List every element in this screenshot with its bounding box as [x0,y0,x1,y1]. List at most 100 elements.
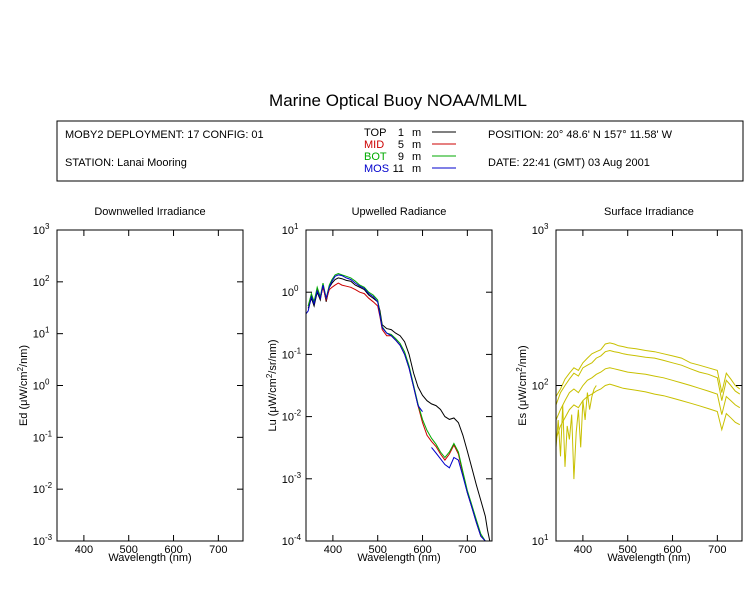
y-tick-label: 10 [33,277,45,289]
plot-frame [555,229,743,542]
series-line [556,383,741,440]
x-tick-label: 700 [708,544,726,556]
y-axis-label: Es (μW/cm2/nm) [515,345,529,425]
y-tick-exponent: -4 [294,533,302,542]
y-tick-label: 10 [282,412,294,424]
deployment-text: MOBY2 DEPLOYMENT: 17 CONFIG: 01 [65,129,264,141]
plot-frame [305,229,493,542]
station-text: STATION: Lanai Mooring [65,157,187,169]
legend-depth: 11 [393,163,404,175]
x-tick-label: 500 [120,544,138,556]
x-tick-label: 700 [458,544,476,556]
series-line [556,385,597,480]
y-tick-label: 10 [282,349,294,361]
x-tick-label: 500 [619,544,637,556]
y-tick-label: 10 [532,381,544,393]
y-tick-exponent: -3 [294,471,302,480]
y-tick-exponent: 1 [45,326,50,335]
y-tick-exponent: 0 [45,378,50,387]
y-axis-label-main: Ed (μW/cm [18,371,30,426]
legend-name: MID [364,139,384,151]
panel-title: Downwelled Irradiance [94,206,205,218]
y-tick-label: 10 [532,536,544,548]
y-tick-exponent: 2 [544,378,549,387]
series-line [307,272,490,541]
legend-depth: 5 [398,139,404,151]
y-axis-label-tail: /nm) [517,345,529,367]
series-line [307,277,491,541]
legend-name: MOS [364,163,389,175]
y-tick-exponent: 1 [544,533,549,542]
y-axis-label-sup: 2 [16,366,25,371]
y-tick-exponent: 1 [294,222,299,231]
y-axis-label-main: Lu (μW/cm [267,378,279,431]
legend-unit: m [412,163,421,175]
y-tick-exponent: 0 [294,284,299,293]
x-tick-label: 600 [164,544,182,556]
legend-unit: m [412,139,421,151]
y-axis-label: Lu (μW/cm2/sr/nm) [265,339,279,431]
legend-unit: m [412,127,421,139]
legend-item-top: TOP 1 m [364,127,456,139]
panel-title: Upwelled Radiance [352,206,447,218]
y-tick-exponent: -1 [45,429,53,438]
y-tick-label: 10 [33,432,45,444]
legend-name: TOP [364,127,386,139]
x-tick-label: 400 [574,544,592,556]
series-group [556,342,741,480]
y-tick-label: 10 [282,287,294,299]
y-tick-label: 10 [33,329,45,341]
legend-item-mos: MOS 11 m [364,163,456,175]
y-tick-exponent: 3 [45,222,50,231]
x-tick-label: 600 [663,544,681,556]
legend-item-mid: MID 5 m [364,139,456,151]
y-axis-label-tail: /nm) [18,345,30,367]
legend-unit: m [412,151,421,163]
x-axis-label: Wavelength (nm) [607,552,690,564]
y-tick-exponent: 2 [45,274,50,283]
figure-title: Marine Optical Buoy NOAA/MLML [269,91,527,110]
y-tick-exponent: -3 [45,533,53,542]
x-tick-label: 700 [209,544,227,556]
panel-title: Surface Irradiance [604,206,694,218]
plot-frame [56,229,244,542]
y-tick-exponent: 3 [544,222,549,231]
y-tick-label: 10 [282,474,294,486]
y-axis-label: Ed (μW/cm2/nm) [16,345,30,426]
y-tick-label: 10 [282,536,294,548]
series-line [306,274,423,412]
x-tick-label: 600 [413,544,431,556]
y-axis-label-tail: /sr/nm) [267,339,279,373]
x-axis-label: Wavelength (nm) [357,552,440,564]
y-tick-label: 10 [33,381,45,393]
x-tick-label: 500 [369,544,387,556]
series-line [307,282,490,541]
y-tick-exponent: -2 [294,409,302,418]
series-line [431,447,490,541]
legend-depth: 1 [398,127,404,139]
y-tick-label: 10 [532,225,544,237]
info-box [56,120,744,182]
x-axis-label: Wavelength (nm) [108,552,191,564]
series-line [556,342,741,397]
y-tick-label: 10 [282,225,294,237]
y-axis-label-sup: 2 [515,367,524,372]
legend-name: BOT [364,151,387,163]
x-tick-label: 400 [324,544,342,556]
y-axis-label-main: Es (μW/cm [517,372,529,426]
y-axis-label-sup: 2 [265,373,274,378]
legend: TOP 1 m MID 5 m BOT 9 m MOS 11 m [364,127,456,175]
legend-item-bot: BOT 9 m [364,151,456,163]
legend-depth: 9 [398,151,404,163]
series-group [306,272,491,541]
position-text: POSITION: 20° 48.6' N 157° 11.58' W [488,129,673,141]
y-tick-label: 10 [33,536,45,548]
x-tick-label: 400 [75,544,93,556]
y-tick-exponent: -1 [294,346,302,355]
y-tick-label: 10 [33,484,45,496]
date-text: DATE: 22:41 (GMT) 03 Aug 2001 [488,157,650,169]
